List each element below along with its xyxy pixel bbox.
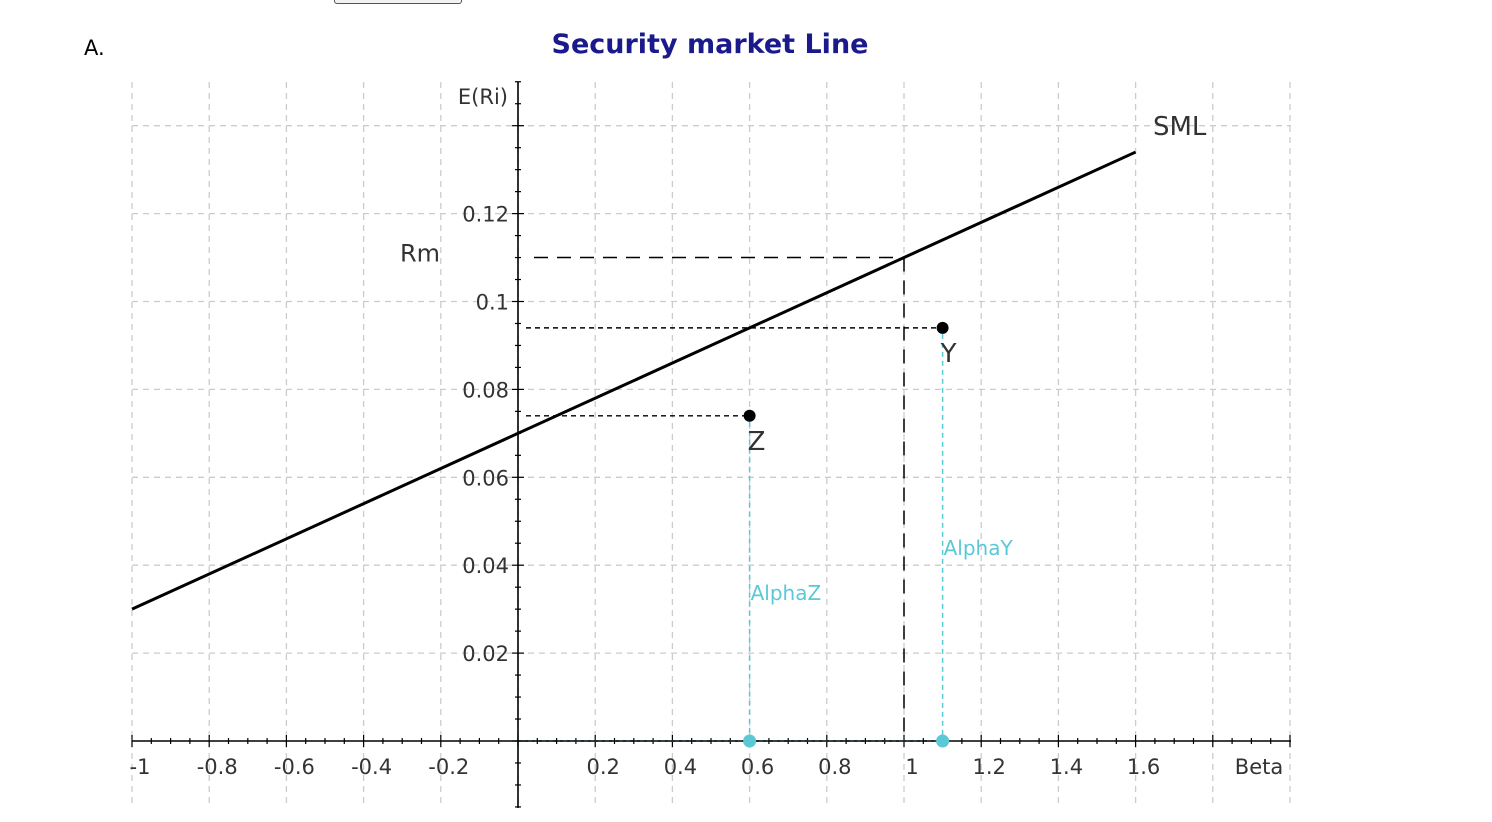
- x-tick-label: 0.8: [818, 755, 851, 779]
- tick-labels: -1 -0.8 -0.6 -0.4 -0.2 0.2 0.4 0.6 0.8 1 1.2 1.4 1.6…: [130, 85, 1284, 779]
- rm-label: Rm: [400, 240, 440, 268]
- y-tick-label: 0.06: [462, 466, 509, 490]
- axes: [132, 82, 1291, 808]
- y-tick-label: 0.02: [462, 642, 509, 666]
- alpha-label: AlphaZ: [751, 581, 822, 605]
- x-tick-label: 1.4: [1050, 755, 1083, 779]
- y-tick-label: 0.04: [462, 554, 509, 578]
- x-tick-label: -0.2: [428, 755, 469, 779]
- sml-label: SML: [1153, 112, 1207, 142]
- alpha-label: AlphaY: [944, 536, 1014, 560]
- x-tick-label: -0.6: [274, 755, 315, 779]
- guide-lines: [518, 256, 944, 742]
- x-tick-label: -0.8: [197, 755, 238, 779]
- y-tick-label: 0.12: [462, 203, 509, 227]
- x-tick-label: 1.2: [972, 755, 1005, 779]
- x-tick-label: 1: [905, 755, 918, 779]
- top-tab-edge: [334, 0, 462, 4]
- point-label-Y: Y: [940, 339, 957, 369]
- series-layer: [131, 150, 1137, 748]
- y-axis-label: E(Ri): [458, 85, 508, 109]
- y-tick-label: 0.1: [476, 291, 509, 315]
- x-tick-label: -0.4: [351, 755, 392, 779]
- x-tick-label: 1.6: [1127, 755, 1160, 779]
- point-Z: [743, 409, 756, 422]
- panel-label: A.: [84, 36, 105, 60]
- x-tick-label: 0.4: [664, 755, 697, 779]
- x-tick-label: 0.2: [586, 755, 619, 779]
- alpha-foot-Y: [936, 734, 950, 748]
- grid-layer: [131, 82, 1291, 808]
- x-tick-label: 0.6: [741, 755, 774, 779]
- y-tick-label: 0.08: [462, 378, 509, 402]
- alpha-foot-Z: [743, 734, 757, 748]
- point-label-Z: Z: [748, 427, 766, 457]
- minor-ticks: [131, 81, 1291, 808]
- point-Y: [936, 321, 949, 334]
- x-tick-label: -1: [130, 755, 151, 779]
- sml-line: [131, 150, 1137, 611]
- x-axis-label: Beta: [1235, 755, 1283, 779]
- chart-title: Security market Line: [552, 29, 869, 60]
